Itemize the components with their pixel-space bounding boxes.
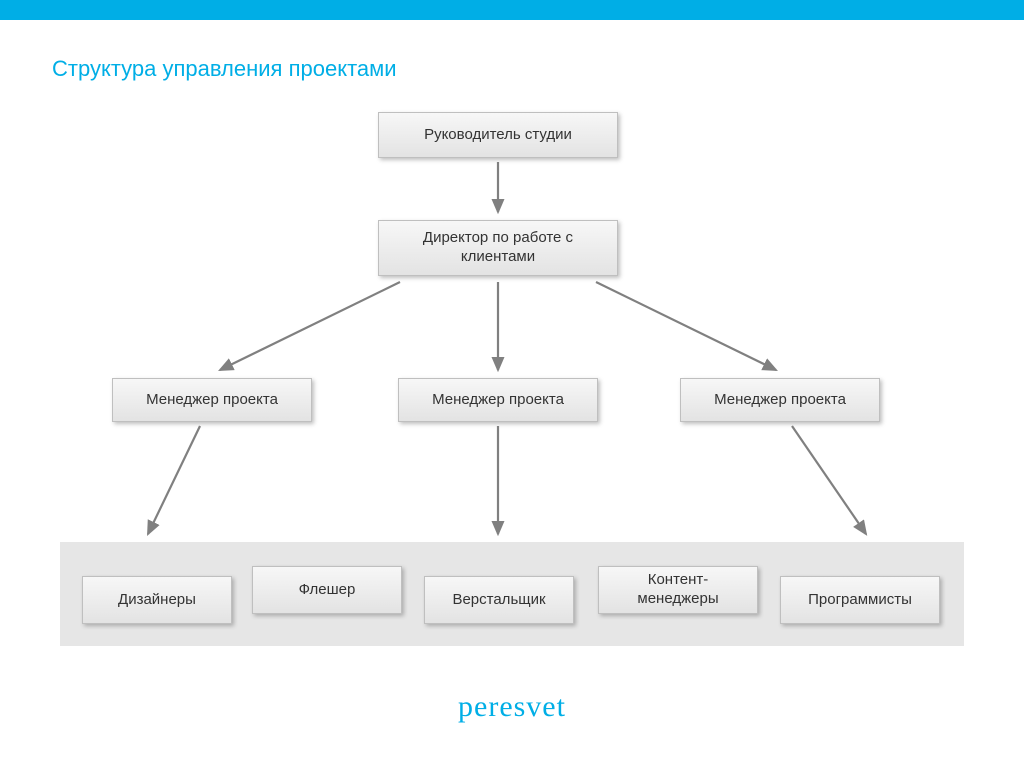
node-role5: Программисты <box>780 576 940 624</box>
footer-logo-text: peresvet <box>458 690 566 723</box>
top-bar <box>0 0 1024 20</box>
node-role4: Контент-менеджеры <box>598 566 758 614</box>
node-head: Руководитель студии <box>378 112 618 158</box>
node-role3: Верстальщик <box>424 576 574 624</box>
node-pm2: Менеджер проекта <box>398 378 598 422</box>
node-role1: Дизайнеры <box>82 576 232 624</box>
node-label: Дизайнеры <box>118 591 196 610</box>
node-pm1: Менеджер проекта <box>112 378 312 422</box>
node-label: Менеджер проекта <box>146 391 278 410</box>
arrow <box>792 426 866 534</box>
arrow <box>220 282 400 370</box>
footer-logo: peresvet <box>0 690 1024 724</box>
node-pm3: Менеджер проекта <box>680 378 880 422</box>
node-label: Директор по работе с клиентами <box>389 229 607 267</box>
node-label: Менеджер проекта <box>432 391 564 410</box>
page-title: Структура управления проектами <box>52 56 397 82</box>
node-label: Верстальщик <box>452 591 545 610</box>
node-label: Контент-менеджеры <box>609 571 747 609</box>
arrow <box>596 282 776 370</box>
node-label: Руководитель студии <box>424 126 572 145</box>
page-title-text: Структура управления проектами <box>52 56 397 81</box>
node-label: Флешер <box>299 581 356 600</box>
node-director: Директор по работе с клиентами <box>378 220 618 276</box>
node-label: Менеджер проекта <box>714 391 846 410</box>
node-role2: Флешер <box>252 566 402 614</box>
arrow <box>148 426 200 534</box>
node-label: Программисты <box>808 591 912 610</box>
